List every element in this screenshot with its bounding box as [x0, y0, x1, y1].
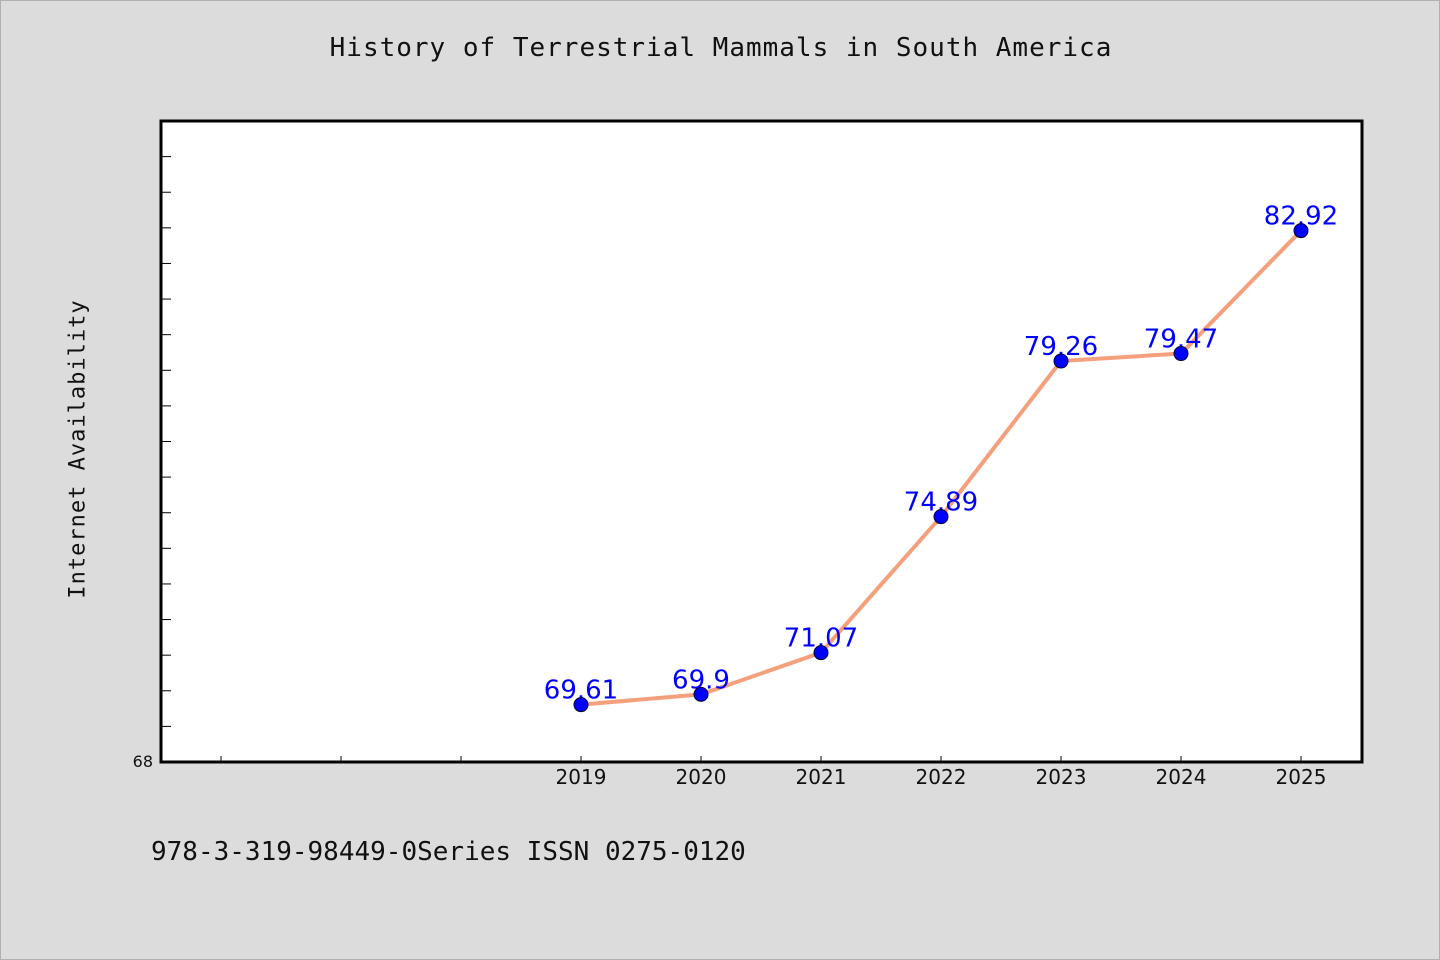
- data-point: [573, 697, 589, 713]
- data-point: [1053, 353, 1069, 369]
- y-tick-label: 68: [133, 752, 153, 771]
- x-tick-label: 2021: [796, 765, 847, 789]
- x-axis-ticks: 2019 2020 2021 2022 2023 2024 2025: [220, 756, 1327, 789]
- plot-area: [159, 119, 1364, 764]
- x-tick-label: 2019: [556, 765, 607, 789]
- footer-text: 978-3-319-98449-0Series ISSN 0275-0120: [151, 837, 746, 867]
- data-point: [1173, 346, 1189, 362]
- chart-title: History of Terrestrial Mammals in South …: [329, 33, 1113, 63]
- data-point: [933, 509, 949, 525]
- y-axis-ticks: [161, 156, 171, 727]
- x-tick-label: 2025: [1276, 765, 1327, 789]
- data-point: [813, 645, 829, 661]
- x-tick-label: 2023: [1036, 765, 1087, 789]
- x-tick-label: 2024: [1156, 765, 1207, 789]
- x-tick-label: 2020: [676, 765, 727, 789]
- x-tick-label: 2022: [916, 765, 967, 789]
- data-point: [693, 686, 709, 702]
- data-point: [1293, 223, 1309, 239]
